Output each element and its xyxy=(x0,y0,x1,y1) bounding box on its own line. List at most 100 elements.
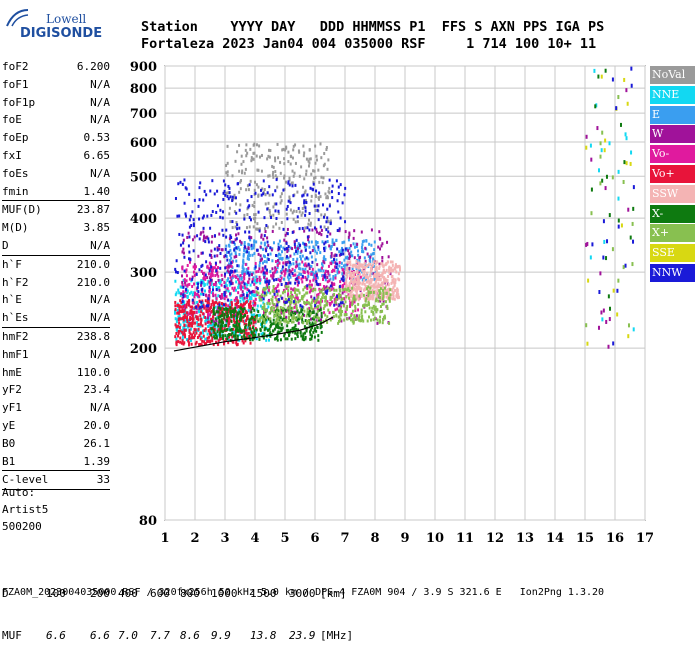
echo-point xyxy=(314,144,317,148)
echo-point xyxy=(354,309,357,313)
echo-point xyxy=(301,313,304,317)
echo-point xyxy=(252,335,255,339)
echo-point xyxy=(252,151,255,155)
echo-point xyxy=(288,178,291,182)
echo-point xyxy=(279,195,282,199)
echo-point xyxy=(256,287,259,291)
echo-point xyxy=(269,317,272,321)
echo-point xyxy=(256,168,259,172)
echo-point xyxy=(360,230,363,234)
echo-point xyxy=(632,327,635,332)
echo-point xyxy=(288,304,291,308)
echo-point xyxy=(177,182,180,186)
echo-point xyxy=(211,269,214,273)
echo-point xyxy=(253,240,256,244)
echo-point xyxy=(394,267,397,271)
echo-point xyxy=(249,271,252,275)
echo-point xyxy=(256,248,259,252)
echo-point xyxy=(263,332,266,336)
echo-point xyxy=(345,278,348,282)
echo-point xyxy=(371,288,374,292)
echo-point xyxy=(320,266,323,270)
echo-point xyxy=(265,277,268,281)
echo-point xyxy=(315,274,318,278)
echo-point xyxy=(186,320,189,324)
echo-point xyxy=(353,229,356,233)
echo-point xyxy=(244,309,247,313)
echo-point xyxy=(237,291,240,295)
echo-point xyxy=(268,332,271,336)
echo-point xyxy=(275,268,278,272)
echo-point xyxy=(330,300,333,304)
echo-point xyxy=(313,296,316,300)
echo-point xyxy=(225,265,228,269)
echo-point xyxy=(381,302,384,306)
echo-point xyxy=(309,221,312,225)
echo-point xyxy=(392,297,395,301)
echo-point xyxy=(276,259,279,263)
echo-point xyxy=(390,281,393,285)
echo-point xyxy=(229,308,232,312)
echo-point xyxy=(585,323,588,328)
echo-point xyxy=(294,220,297,224)
echo-point xyxy=(259,258,262,262)
echo-point xyxy=(321,262,324,266)
echo-point xyxy=(296,309,299,313)
echo-point xyxy=(351,276,354,280)
echo-point xyxy=(390,288,393,292)
echo-point xyxy=(212,310,215,314)
echo-point xyxy=(227,304,230,308)
echo-point xyxy=(226,161,229,165)
echo-point xyxy=(268,185,271,189)
echo-point xyxy=(181,330,184,334)
row-value: 8.6 xyxy=(180,629,200,642)
echo-point xyxy=(365,278,368,282)
echo-point xyxy=(277,300,280,304)
echo-point xyxy=(211,273,214,277)
param-name: hmF1 xyxy=(2,347,29,361)
echo-point xyxy=(213,247,216,251)
echo-point xyxy=(237,277,240,281)
echo-point xyxy=(266,157,269,161)
echo-point xyxy=(278,309,281,313)
echo-point xyxy=(380,244,383,248)
echo-point xyxy=(300,334,303,338)
echo-point xyxy=(305,285,308,289)
echo-point xyxy=(275,289,278,293)
legend-item: X- xyxy=(650,204,695,223)
echo-point xyxy=(306,307,309,311)
echo-point xyxy=(234,159,237,163)
echo-point xyxy=(205,276,208,280)
echo-point xyxy=(340,298,343,302)
echo-point xyxy=(207,299,210,303)
echo-point xyxy=(316,310,319,314)
echo-point xyxy=(200,310,203,314)
echo-point xyxy=(213,323,216,327)
echo-point xyxy=(236,227,239,231)
echo-point xyxy=(243,243,246,247)
echo-point xyxy=(248,334,251,338)
echo-point xyxy=(294,281,297,285)
echo-point xyxy=(306,193,309,197)
legend-item: Vo+ xyxy=(650,164,695,183)
echo-point xyxy=(250,243,253,247)
echo-point xyxy=(231,286,234,290)
echo-point xyxy=(230,300,233,304)
echo-point xyxy=(221,319,224,323)
param-name: foEp xyxy=(2,131,29,145)
echo-point xyxy=(314,301,317,305)
echo-point xyxy=(204,299,207,303)
echo-point xyxy=(285,246,288,250)
param-value: 1.40 xyxy=(83,184,111,198)
echo-point xyxy=(181,250,184,254)
echo-point xyxy=(279,315,282,319)
echo-point xyxy=(372,304,375,308)
echo-point xyxy=(180,310,183,314)
echo-point xyxy=(233,324,236,328)
echo-point xyxy=(208,290,211,294)
echo-point xyxy=(239,299,242,303)
echo-point xyxy=(222,179,225,183)
echo-point xyxy=(365,292,368,296)
echo-point xyxy=(290,181,293,185)
echo-point xyxy=(378,292,381,296)
